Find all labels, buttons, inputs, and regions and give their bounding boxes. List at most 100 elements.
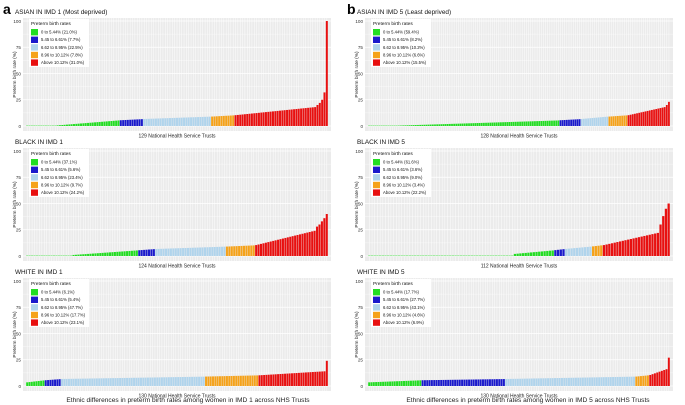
bar-lightblue	[199, 116, 202, 126]
bar-red	[284, 373, 286, 386]
legend-entry: 5.45 to 6.61% (7.7%)	[41, 37, 81, 42]
bar-blue	[568, 119, 570, 126]
bar-lightblue	[177, 248, 180, 256]
bar-lightblue	[605, 377, 608, 386]
chart-2: ASIAN IN IMD 5 (Least deprived) 0 25 50 75 10…	[354, 9, 673, 140]
bar-green	[495, 122, 498, 126]
bar-green	[502, 122, 504, 126]
bar-red	[649, 374, 652, 386]
chart-title: ASIAN IN IMD 5 (Least deprived)	[357, 9, 451, 16]
bar-red	[323, 92, 326, 126]
x-axis-label: 130 National Health Service Trusts	[139, 394, 216, 400]
bar-orange	[597, 245, 600, 256]
bar-lightblue	[521, 378, 524, 386]
legend: Preterm birth rates 0 to 5.44% (17.7%) 5.4…	[371, 279, 431, 327]
bar-green	[108, 121, 111, 126]
bar-red	[627, 239, 630, 256]
bar-red	[269, 111, 272, 126]
bar-green	[94, 253, 97, 256]
bar-lightblue	[130, 377, 133, 386]
bar-blue	[421, 380, 424, 386]
bar-red	[260, 112, 263, 126]
bar-red	[281, 373, 284, 386]
bar-lightblue	[156, 377, 159, 386]
panel-label-b: b	[347, 1, 356, 17]
bar-red	[296, 234, 299, 256]
bar-lightblue	[586, 246, 589, 256]
bar-green	[133, 250, 136, 256]
legend-swatch-orange	[373, 181, 380, 189]
bar-red	[255, 245, 258, 256]
bar-red	[643, 235, 646, 256]
bar-green	[535, 251, 538, 256]
bar-lightblue	[514, 378, 517, 386]
bar-green	[546, 120, 549, 126]
bar-green	[453, 123, 456, 126]
y-tick-label: 50	[358, 71, 364, 76]
bar-orange	[211, 116, 214, 126]
bar-lightblue	[581, 377, 584, 386]
bar-green	[128, 250, 131, 256]
bar-lightblue	[581, 247, 584, 256]
bar-orange	[625, 115, 628, 126]
bar-blue	[578, 119, 581, 126]
bar-red	[632, 238, 635, 256]
legend-box	[29, 149, 89, 197]
bar-red	[290, 109, 293, 126]
bar-lightblue	[593, 377, 596, 386]
bar-green	[425, 124, 428, 126]
bar-red	[281, 238, 284, 256]
bar-blue	[138, 119, 141, 126]
bar-green	[463, 123, 466, 126]
bar-blue	[482, 379, 484, 386]
bar-orange	[235, 375, 238, 386]
bar-red	[660, 370, 663, 386]
bar-blue	[437, 379, 440, 386]
legend: Preterm birth rates 0 to 5.44% (37.1%) 5.4…	[29, 149, 89, 197]
bar-green	[508, 122, 511, 126]
bar-green	[504, 122, 507, 126]
bar-green	[431, 124, 434, 126]
legend-entry: 5.45 to 6.61% (5.6%)	[41, 167, 81, 172]
bar-red	[316, 226, 319, 256]
bar-orange	[233, 246, 236, 256]
bar-blue	[479, 379, 482, 386]
legend-swatch-blue	[31, 166, 38, 173]
legend-swatch-green	[31, 289, 38, 296]
bar-lightblue	[554, 378, 556, 386]
bar-red	[651, 234, 654, 256]
bar-blue	[150, 249, 153, 256]
bar-blue	[138, 250, 141, 256]
bar-lightblue	[206, 116, 209, 126]
bar-red	[318, 102, 321, 126]
bar-blue	[563, 119, 566, 126]
bar-green	[80, 123, 82, 126]
bar-red	[624, 240, 627, 256]
bar-lightblue	[88, 378, 91, 386]
bar-green	[375, 382, 378, 386]
bar-lightblue	[186, 376, 189, 386]
bar-red	[631, 114, 634, 126]
bar-lightblue	[172, 377, 175, 386]
bar-red	[314, 107, 317, 126]
bar-blue	[565, 119, 568, 126]
bar-orange	[642, 375, 645, 386]
bar-red	[289, 236, 292, 256]
bar-orange	[253, 375, 256, 386]
bar-green	[517, 121, 519, 126]
legend-box	[371, 279, 431, 327]
bar-blue	[428, 380, 431, 386]
bar-green	[466, 123, 468, 126]
bar-red	[653, 373, 656, 386]
bar-red	[288, 109, 291, 126]
bar-orange	[212, 376, 214, 386]
bar-lightblue	[619, 376, 622, 386]
y-tick-label: 100	[355, 19, 363, 24]
bar-blue	[470, 379, 473, 386]
bar-red	[637, 237, 641, 256]
legend-swatch-lightblue	[373, 174, 380, 181]
bar-green	[99, 253, 102, 256]
bar-green	[493, 122, 496, 126]
bar-lightblue	[189, 247, 192, 256]
bar-orange	[205, 376, 208, 386]
